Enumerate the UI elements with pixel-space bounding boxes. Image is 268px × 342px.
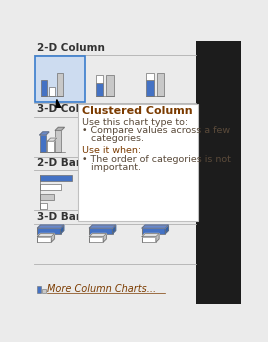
Bar (47, 141, 54, 152)
Polygon shape (40, 132, 49, 135)
Text: • The order of categories is not: • The order of categories is not (82, 155, 231, 164)
Polygon shape (113, 225, 116, 234)
Bar (40, 135, 46, 152)
Polygon shape (37, 234, 54, 237)
Bar (40, 203, 47, 209)
Text: Use this chart type to:: Use this chart type to: (82, 118, 188, 127)
Bar (37, 228, 61, 234)
Bar (41, 80, 47, 96)
Bar (34, 103, 196, 117)
Text: Use it when:: Use it when: (82, 146, 142, 156)
Bar (89, 237, 103, 242)
Bar (95, 83, 103, 96)
Bar (106, 75, 114, 96)
Polygon shape (37, 225, 64, 228)
Bar (49, 87, 55, 96)
Bar (35, 56, 85, 102)
Polygon shape (142, 234, 159, 237)
Bar (57, 74, 63, 96)
Polygon shape (55, 127, 65, 130)
Bar (89, 228, 113, 234)
Polygon shape (165, 225, 168, 234)
Bar (95, 75, 103, 83)
Polygon shape (156, 234, 159, 242)
Polygon shape (89, 234, 106, 237)
Bar (42, 289, 46, 293)
Text: 2-D Column: 2-D Column (37, 43, 105, 53)
Polygon shape (56, 100, 61, 107)
Text: • Compare values across a few: • Compare values across a few (82, 127, 230, 135)
Polygon shape (47, 138, 57, 141)
Polygon shape (142, 225, 168, 228)
Text: 3-D Bar: 3-D Bar (37, 212, 81, 222)
Bar (157, 74, 165, 96)
Text: 3-D Col…: 3-D Col… (37, 104, 90, 114)
Text: Clustered Column: Clustered Column (82, 106, 193, 116)
Bar (196, 41, 241, 304)
Bar (146, 74, 154, 80)
Text: important.: important. (82, 163, 141, 172)
Bar (34, 157, 196, 170)
Bar (142, 237, 156, 242)
Bar (55, 130, 61, 152)
Polygon shape (89, 225, 116, 228)
Text: More Column Charts...: More Column Charts... (47, 284, 157, 293)
Polygon shape (61, 225, 64, 234)
Polygon shape (51, 234, 54, 242)
Bar (78, 104, 198, 221)
Bar (146, 80, 154, 96)
Bar (40, 175, 72, 181)
Bar (37, 286, 41, 293)
Bar (40, 194, 54, 200)
Bar (40, 184, 61, 190)
Text: categories.: categories. (82, 134, 144, 143)
Polygon shape (103, 234, 106, 242)
Text: 2-D Bar: 2-D Bar (37, 158, 81, 168)
Bar (142, 228, 165, 234)
Bar (37, 237, 51, 242)
Bar (34, 41, 196, 55)
Bar (34, 210, 196, 224)
